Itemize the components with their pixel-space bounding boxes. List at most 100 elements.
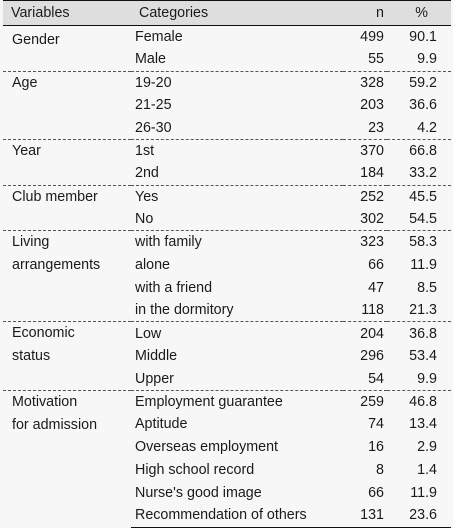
variable-cell: Club member: [3, 184, 131, 231]
count-cell: 203: [360, 97, 384, 114]
category-cell: 21-25: [135, 97, 172, 114]
table-header-row: Variables Categories n %: [3, 0, 451, 26]
table-row: 26-30 23 4.2: [3, 117, 451, 140]
percent-cell: 36.8: [387, 321, 451, 345]
percent-cell: 45.5: [387, 184, 451, 208]
category-cell: 2nd: [135, 165, 159, 182]
table-row: with a friend 47 8.5: [3, 276, 451, 299]
category-cell: with family: [131, 230, 343, 254]
variable-label: Age: [12, 74, 38, 91]
variable-label: status: [12, 348, 51, 365]
count-cell: 55: [368, 51, 384, 68]
count-cell: 252: [343, 184, 387, 208]
percent-cell: 33.2: [409, 165, 437, 182]
category-cell: Low: [131, 321, 343, 345]
table-row: in the dormitory 118 21.3: [3, 299, 451, 322]
percent-cell: 23.6: [387, 504, 451, 528]
category-cell: Male: [135, 51, 166, 68]
header-variables: Variables: [3, 0, 131, 26]
category-cell: 1st: [131, 138, 343, 163]
category-cell: Yes: [131, 184, 343, 208]
category-cell: 26-30: [135, 119, 172, 136]
table-row: Aptitude 74 13.4: [3, 413, 451, 436]
table-row: 21-25 203 36.6: [3, 94, 451, 117]
count-cell: 131: [343, 504, 387, 528]
table-row: Club member Yes 252 45.5: [3, 184, 451, 231]
count-cell: 54: [368, 370, 384, 387]
category-cell: alone: [135, 256, 170, 273]
count-cell: 328: [343, 70, 387, 94]
table-row: Upper 54 9.9: [3, 367, 451, 390]
count-cell: 8: [376, 462, 384, 479]
count-cell: 16: [368, 439, 384, 456]
percent-cell: 1.4: [417, 462, 437, 479]
percent-cell: 90.1: [409, 29, 437, 46]
count-cell: 370: [343, 138, 387, 163]
percent-cell: 2.9: [417, 439, 437, 456]
percent-cell: 13.4: [409, 416, 437, 433]
table-row: High school record 8 1.4: [3, 459, 451, 482]
table-row: 2nd 184 33.2: [3, 162, 451, 185]
percent-cell: 46.8: [387, 389, 451, 414]
variable-cell: Living arrangements: [3, 230, 131, 322]
variable-label: Club member: [12, 188, 98, 205]
count-cell: 323: [343, 230, 387, 254]
table-row: Motivation for admission Employment guaran…: [3, 389, 451, 528]
percent-cell: 36.6: [409, 97, 437, 114]
percent-cell: 53.4: [409, 348, 437, 365]
percent-cell: 8.5: [417, 279, 437, 296]
count-cell: 302: [360, 211, 384, 228]
count-cell: 66: [368, 256, 384, 273]
count-cell: 47: [368, 279, 384, 296]
table-row: Age 19-20 328 59.2: [3, 70, 451, 140]
variable-cell: Gender: [3, 26, 131, 72]
percent-cell: 21.3: [409, 302, 437, 319]
variable-label: Motivation: [12, 393, 78, 410]
percent-cell: 58.3: [387, 230, 451, 254]
count-cell: 66: [368, 484, 384, 501]
table-row: alone 66 11.9: [3, 253, 451, 276]
category-cell: 19-20: [131, 70, 343, 94]
count-cell: 499: [360, 29, 384, 46]
variable-label: for admission: [12, 416, 98, 433]
variable-cell: Age: [3, 70, 131, 140]
variable-label: Economic: [12, 325, 75, 342]
variable-cell: Year: [3, 138, 131, 186]
demographics-table: Variables Categories n % Gender Female 499…: [3, 0, 451, 528]
category-cell: Employment guarantee: [131, 389, 343, 414]
count-cell: 296: [360, 348, 384, 365]
table-row: Gender Female 499 90.1: [3, 26, 451, 49]
table-row: Recommendation of others 131 23.6: [3, 504, 451, 528]
table-row: Middle 296 53.4: [3, 345, 451, 368]
category-cell: Upper: [135, 370, 174, 387]
variable-label: Gender: [12, 32, 60, 48]
variable-cell: Economic status: [3, 321, 131, 391]
table-row: Living arrangements with family 323 58.3: [3, 230, 451, 322]
percent-cell: 11.9: [410, 484, 437, 501]
table-row: Overseas employment 16 2.9: [3, 436, 451, 459]
table-row: No 302 54.5: [3, 208, 451, 231]
percent-cell: 4.2: [417, 119, 437, 136]
category-cell: with a friend: [135, 279, 213, 296]
category-cell: Overseas employment: [135, 439, 279, 456]
percent-cell: 54.5: [409, 211, 437, 228]
category-cell: Recommendation of others: [131, 504, 343, 528]
count-cell: 259: [343, 389, 387, 414]
category-cell: Female: [135, 29, 183, 46]
category-cell: Nurse's good image: [135, 484, 262, 501]
table-row: Nurse's good image 66 11.9: [3, 481, 451, 504]
table-row: Male 55 9.9: [3, 48, 451, 71]
category-cell: High school record: [135, 462, 255, 479]
variable-label: Living: [12, 234, 50, 251]
category-cell: No: [135, 211, 154, 228]
count-cell: 23: [368, 119, 384, 136]
percent-cell: 9.9: [417, 370, 437, 387]
header-n: n: [343, 0, 387, 26]
percent-cell: 59.2: [387, 70, 451, 94]
count-cell: 204: [343, 321, 387, 345]
variable-cell: Motivation for admission: [3, 389, 131, 528]
variable-label: arrangements: [12, 256, 101, 273]
table-row: Year 1st 370 66.8: [3, 138, 451, 186]
header-percent: %: [387, 0, 451, 26]
